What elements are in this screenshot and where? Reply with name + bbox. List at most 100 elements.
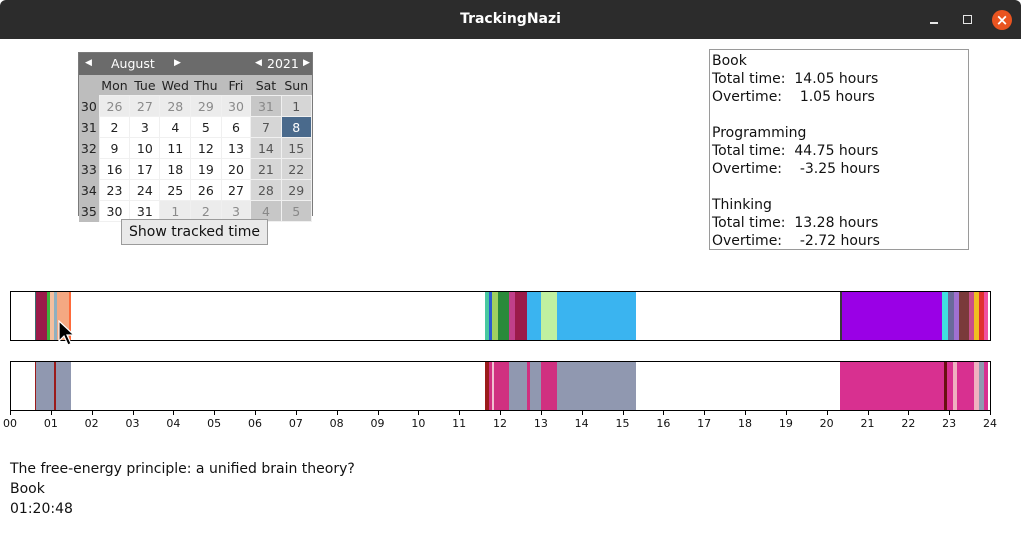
- calendar-day[interactable]: 7: [250, 116, 282, 138]
- timeline-segment[interactable]: [491, 292, 499, 340]
- calendar-day[interactable]: 31: [129, 200, 161, 222]
- timeline-segment[interactable]: [34, 292, 37, 340]
- calendar-day[interactable]: 5: [280, 200, 313, 222]
- show-tracked-time-button[interactable]: Show tracked time: [121, 219, 268, 245]
- calendar-day[interactable]: 23: [98, 179, 131, 201]
- timeline-segment[interactable]: [954, 292, 960, 340]
- timeline-segment[interactable]: [527, 362, 530, 410]
- timeline-segment[interactable]: [968, 292, 975, 340]
- prev-year-icon[interactable]: ◀: [255, 58, 262, 68]
- timeline-segment[interactable]: [978, 292, 984, 340]
- timeline-segment[interactable]: [494, 362, 510, 410]
- timeline-segment[interactable]: [49, 292, 54, 340]
- maximize-button[interactable]: [958, 11, 976, 29]
- timeline-segment[interactable]: [514, 292, 527, 340]
- timeline-segment[interactable]: [489, 292, 492, 340]
- calendar-day[interactable]: 28: [159, 95, 192, 117]
- calendar-day[interactable]: 25: [159, 179, 192, 201]
- category-timeline-bar[interactable]: [10, 361, 991, 411]
- timeline-segment[interactable]: [541, 292, 557, 340]
- calendar-day[interactable]: 9: [98, 137, 131, 159]
- timeline-segment[interactable]: [36, 292, 47, 340]
- calendar-day[interactable]: 1: [159, 200, 192, 222]
- timeline-segment[interactable]: [953, 362, 958, 410]
- timeline-segment[interactable]: [974, 362, 979, 410]
- timeline-segment[interactable]: [556, 292, 636, 340]
- calendar-day[interactable]: 1: [280, 95, 313, 117]
- calendar-day[interactable]: 17: [129, 158, 161, 180]
- calendar-day[interactable]: 20: [220, 158, 252, 180]
- timeline-segment[interactable]: [839, 292, 843, 340]
- calendar-day[interactable]: 2: [98, 116, 131, 138]
- next-month-icon[interactable]: ▶: [174, 58, 181, 68]
- timeline-segment[interactable]: [944, 362, 948, 410]
- timeline-segment[interactable]: [983, 362, 988, 410]
- calendar-day[interactable]: 10: [129, 137, 161, 159]
- calendar-day[interactable]: 3: [220, 200, 252, 222]
- calendar-day[interactable]: 28: [250, 179, 282, 201]
- timeline-segment[interactable]: [957, 362, 975, 410]
- calendar-day[interactable]: 21: [250, 158, 282, 180]
- timeline-segment[interactable]: [489, 362, 493, 410]
- activity-timeline-bar[interactable]: [10, 291, 991, 341]
- calendar-day[interactable]: 5: [190, 116, 222, 138]
- timeline-segment[interactable]: [947, 362, 954, 410]
- timeline-segment[interactable]: [46, 292, 50, 340]
- timeline-segment[interactable]: [492, 362, 495, 410]
- calendar-day[interactable]: 8: [280, 116, 313, 138]
- timeline-segment[interactable]: [974, 292, 979, 340]
- summary-total: Total time: 14.05 hours: [712, 71, 879, 87]
- timeline-segment[interactable]: [55, 362, 72, 410]
- timeline-segment[interactable]: [541, 362, 557, 410]
- timeline-segment[interactable]: [34, 362, 37, 410]
- hour-tick: [745, 410, 746, 415]
- calendar-day[interactable]: 16: [98, 158, 131, 180]
- timeline-segment[interactable]: [978, 362, 984, 410]
- calendar-day[interactable]: 30: [220, 95, 252, 117]
- timeline-segment[interactable]: [36, 362, 54, 410]
- close-button[interactable]: ×: [992, 10, 1012, 30]
- minimize-button[interactable]: [926, 11, 944, 29]
- calendar-day[interactable]: 19: [190, 158, 222, 180]
- timeline-segment[interactable]: [983, 292, 988, 340]
- timeline-segment[interactable]: [556, 362, 636, 410]
- timeline-segment[interactable]: [53, 292, 57, 340]
- calendar-day[interactable]: 11: [159, 137, 192, 159]
- timeline-segment[interactable]: [509, 362, 527, 410]
- calendar-day[interactable]: 26: [190, 179, 222, 201]
- calendar-day[interactable]: 3: [129, 116, 161, 138]
- prev-month-icon[interactable]: ◀: [85, 58, 92, 68]
- timeline-segment[interactable]: [509, 292, 515, 340]
- timeline-segment[interactable]: [498, 292, 510, 340]
- calendar-day[interactable]: 26: [98, 95, 131, 117]
- calendar-day[interactable]: 31: [250, 95, 282, 117]
- timeline-segment[interactable]: [941, 292, 949, 340]
- calendar-day[interactable]: 29: [280, 179, 313, 201]
- timeline-segment[interactable]: [529, 362, 542, 410]
- calendar-day[interactable]: 4: [159, 116, 192, 138]
- calendar-day[interactable]: 12: [190, 137, 222, 159]
- calendar-day[interactable]: 30: [98, 200, 131, 222]
- timeline-segment[interactable]: [484, 292, 490, 340]
- calendar-day[interactable]: 13: [220, 137, 252, 159]
- timeline-segment[interactable]: [839, 362, 945, 410]
- summary-total: Total time: 13.28 hours: [712, 215, 879, 231]
- timeline-segment[interactable]: [484, 362, 490, 410]
- timeline-segment[interactable]: [527, 292, 542, 340]
- calendar-day[interactable]: 22: [280, 158, 313, 180]
- calendar-day[interactable]: 29: [190, 95, 222, 117]
- calendar-day[interactable]: 18: [159, 158, 192, 180]
- timeline-segment[interactable]: [959, 292, 969, 340]
- calendar-day[interactable]: 27: [129, 95, 161, 117]
- calendar-day[interactable]: 14: [250, 137, 282, 159]
- timeline-segment[interactable]: [948, 292, 955, 340]
- calendar-day[interactable]: 6: [220, 116, 252, 138]
- calendar-day[interactable]: 27: [220, 179, 252, 201]
- calendar-day[interactable]: 24: [129, 179, 161, 201]
- hour-tick-label: 04: [166, 417, 181, 430]
- calendar-day[interactable]: 15: [280, 137, 313, 159]
- timeline-segment[interactable]: [842, 292, 942, 340]
- next-year-icon[interactable]: ▶: [303, 58, 310, 68]
- timeline-segment[interactable]: [53, 362, 56, 410]
- timeline-segment[interactable]: [68, 292, 72, 340]
